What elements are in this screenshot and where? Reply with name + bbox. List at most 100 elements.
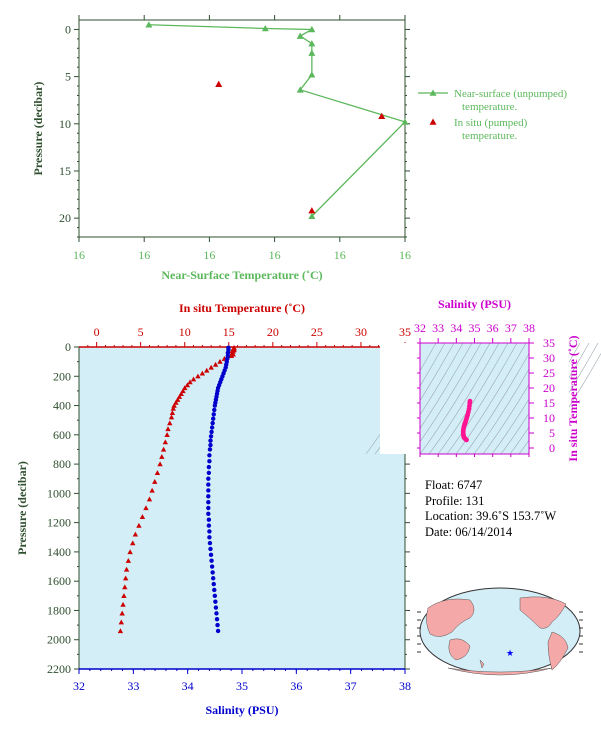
top-tick-label: 20: [267, 325, 279, 339]
ts-point: [464, 437, 469, 443]
ts-x-axis-label: Salinity (PSU): [438, 297, 511, 311]
salinity-point: [213, 599, 218, 604]
map-float-marker: ★: [506, 648, 514, 658]
temperature-point: [184, 382, 191, 388]
salinity-point: [207, 540, 213, 546]
temperature-point: [173, 399, 179, 405]
near-surface-point: [296, 32, 304, 39]
salinity-point: [206, 482, 211, 487]
y-tick-label: 1200: [47, 516, 71, 530]
ts-y-tick-label: 25: [543, 366, 555, 380]
salinity-point: [211, 581, 216, 587]
bottom-tick-label: 34: [182, 679, 194, 693]
temperature-point: [119, 610, 125, 616]
salinity-point: [207, 453, 212, 458]
temperature-point: [160, 446, 167, 452]
salinity-point: [206, 499, 211, 505]
temperature-point: [120, 601, 126, 607]
near-surface-point: [261, 24, 269, 32]
y-tick-label: 5: [65, 70, 71, 84]
temperature-point: [190, 376, 197, 382]
salinity-point: [208, 546, 213, 552]
salinity-point: [208, 442, 213, 448]
x-tick-label: 16: [399, 248, 411, 262]
salinity-point: [212, 403, 218, 408]
map-land-asia: [426, 598, 475, 637]
top-tick-label: 35: [399, 325, 411, 339]
salinity-point: [207, 458, 212, 464]
y-tick-label: 600: [53, 428, 71, 442]
x-tick-label: 16: [269, 248, 281, 262]
y-tick-label: 2200: [47, 662, 71, 676]
near-surface-plot-frame: [78, 19, 406, 238]
salinity-point: [206, 464, 212, 470]
ts-x-tick-label: 38: [523, 321, 535, 335]
near-surface-point: [296, 86, 304, 93]
ts-y-tick-label: 15: [543, 396, 555, 410]
near-surface-line: [148, 24, 407, 217]
ts-mask: [529, 343, 569, 454]
float-info: Float: 6747 Profile: 131 Location: 39.6˚…: [425, 478, 556, 540]
salinity-point: [206, 470, 212, 476]
map-land-antarctica: [447, 667, 553, 676]
temperature-point: [152, 478, 158, 484]
temperature-point: [122, 584, 128, 590]
temperature-point: [187, 379, 193, 385]
temperature-point: [176, 394, 183, 399]
density-curve: [419, 342, 491, 455]
temperature-point: [217, 358, 223, 364]
temperature-point: [204, 367, 210, 373]
y-tick-label: 0: [65, 340, 71, 354]
temperature-point: [143, 505, 149, 511]
temperature-point: [117, 628, 124, 634]
salinity-point: [208, 438, 213, 443]
salinity-point: [208, 434, 214, 439]
density-curve: [455, 342, 527, 455]
x-tick-label: 16: [334, 248, 346, 262]
salinity-point: [212, 587, 217, 593]
ts-x-tick-label: 34: [450, 321, 462, 335]
profile-number: Profile: 131: [425, 493, 485, 508]
density-curve: [446, 342, 518, 455]
x-axis-label: Near-Surface Temperature (˚C): [161, 268, 322, 282]
near-surface-point: [308, 71, 316, 78]
map-land-north-america: [519, 596, 567, 629]
map-land-south-america: [547, 631, 569, 671]
near-surface-point: [308, 212, 316, 220]
density-curve: [428, 342, 500, 455]
legend-label: In situ (pumped): [454, 117, 528, 129]
temperature-point: [162, 439, 169, 445]
temperature-point: [130, 540, 136, 546]
salinity-point: [206, 523, 212, 528]
in-situ-point: [215, 80, 223, 87]
salinity-point: [207, 447, 213, 452]
ts-y-tick-label: 35: [543, 336, 555, 350]
world-map: ★: [417, 587, 583, 676]
legend-label: Near-surface (unpumped): [454, 88, 567, 100]
temperature-point: [180, 388, 186, 394]
ts-y-tick-label: 30: [543, 351, 555, 365]
top-tick-label: 0: [94, 325, 100, 339]
top-tick-label: 25: [311, 325, 323, 339]
salinity-point: [206, 505, 211, 511]
y-axis-label: Pressure (decibar): [31, 82, 45, 176]
temperature-point: [212, 361, 219, 367]
ts-y-tick-label: 10: [543, 411, 555, 425]
temperature-point: [195, 373, 201, 379]
bottom-tick-label: 32: [73, 679, 85, 693]
temperature-point: [132, 531, 139, 537]
top-axis-label: In situ Temperature (˚C): [179, 301, 305, 315]
y-tick-label: 0: [65, 22, 71, 36]
temperature-point: [167, 420, 173, 426]
y-tick-label: 800: [53, 457, 71, 471]
x-axis-label: Salinity (PSU): [205, 703, 278, 717]
temperature-point: [139, 514, 146, 519]
salinity-point: [206, 494, 211, 499]
salinity-point: [211, 412, 216, 417]
bottom-tick-label: 33: [127, 679, 139, 693]
ts-x-tick-label: 36: [487, 321, 499, 335]
salinity-point: [209, 558, 214, 563]
salinity-point: [206, 511, 211, 517]
x-tick-label: 16: [138, 248, 150, 262]
salinity-point: [210, 420, 215, 426]
